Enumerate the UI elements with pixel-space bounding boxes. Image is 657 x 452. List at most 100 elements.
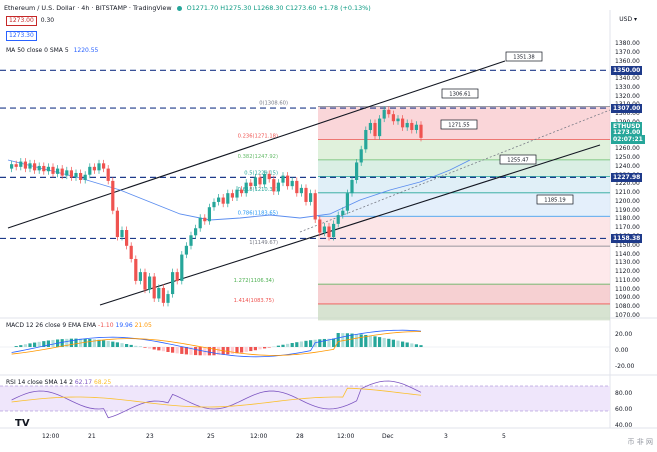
macd-histogram-bar bbox=[230, 347, 234, 354]
time-axis-label: 3 bbox=[444, 433, 448, 440]
price-axis-label: 1250.00 bbox=[615, 154, 640, 162]
macd-histogram-bar bbox=[37, 341, 41, 347]
channel-upper-line bbox=[7, 60, 506, 229]
macd-histogram-bar bbox=[373, 336, 377, 347]
price-axis-label: 1120.00 bbox=[615, 268, 640, 276]
macd-histogram-bar bbox=[74, 338, 78, 347]
candle-body bbox=[106, 168, 110, 181]
candle-body bbox=[189, 235, 193, 246]
macd-histogram-bar bbox=[194, 347, 198, 356]
macd-histogram-bar bbox=[309, 340, 313, 347]
sell-button[interactable]: 1273.00 bbox=[6, 16, 37, 26]
macd-histogram-bar bbox=[28, 343, 32, 347]
candle-body bbox=[23, 161, 27, 169]
macd-histogram-bar bbox=[405, 342, 409, 347]
price-axis-label: 1330.00 bbox=[615, 83, 640, 91]
candle-body bbox=[290, 180, 294, 187]
fib-label: 1.272(1106.34) bbox=[234, 278, 274, 284]
fib-label: 0(1308.60) bbox=[259, 101, 288, 107]
candle-body bbox=[10, 164, 14, 169]
candle-body bbox=[69, 170, 73, 178]
price-callout-box bbox=[505, 51, 543, 62]
price-axis-label: 1100.00 bbox=[615, 285, 640, 293]
price-tag: 1350.00 bbox=[611, 66, 643, 76]
candle-body bbox=[180, 254, 184, 281]
macd-histogram-bar bbox=[161, 347, 165, 352]
macd-histogram-bar bbox=[401, 341, 405, 347]
price-callout-label: 1271.55 bbox=[448, 123, 469, 129]
candle-body bbox=[405, 122, 409, 128]
market-status-icon bbox=[176, 5, 182, 11]
rsi-title[interactable]: RSI 14 close SMA 14 2 bbox=[6, 379, 73, 386]
ma-label[interactable]: MA 50 close 0 SMA 5 bbox=[6, 47, 69, 54]
candle-body bbox=[46, 166, 50, 172]
watermark: 币 非 网 bbox=[627, 438, 653, 446]
macd-histogram-bar bbox=[60, 339, 64, 347]
macd-histogram-bar bbox=[281, 344, 285, 347]
candle-body bbox=[295, 180, 299, 194]
fib-zone bbox=[318, 176, 610, 193]
macd-histogram-bar bbox=[249, 347, 253, 352]
macd-histogram-bar bbox=[304, 340, 308, 347]
macd-histogram-bar bbox=[355, 333, 359, 347]
candle-body bbox=[203, 217, 207, 222]
macd-histogram-bar bbox=[180, 347, 184, 354]
time-axis-label: 12:00 bbox=[337, 433, 355, 440]
candle-body bbox=[226, 193, 230, 204]
candle-body bbox=[148, 276, 152, 290]
macd-histogram-bar bbox=[175, 347, 179, 354]
macd-histogram-bar bbox=[42, 341, 46, 347]
tradingview-logo[interactable]: TV bbox=[15, 418, 30, 429]
candle-body bbox=[83, 174, 87, 180]
candle-body bbox=[28, 163, 32, 169]
macd-histogram-bar bbox=[46, 340, 50, 347]
candle-body bbox=[92, 166, 96, 171]
candle-body bbox=[318, 219, 322, 233]
macd-histogram-bar bbox=[258, 347, 262, 350]
macd-histogram-bar bbox=[318, 339, 322, 347]
candle-body bbox=[102, 163, 106, 169]
price-axis-label: 1090.00 bbox=[615, 294, 640, 302]
candle-body bbox=[240, 189, 244, 194]
candle-body bbox=[60, 168, 64, 176]
price-axis-label: 1150.00 bbox=[615, 241, 640, 249]
candle-body bbox=[350, 180, 354, 194]
candle-body bbox=[267, 173, 271, 180]
macd-histogram-bar bbox=[226, 347, 230, 355]
macd-histogram-bar bbox=[83, 338, 87, 347]
macd-histogram-bar bbox=[295, 342, 299, 347]
fib-zone bbox=[318, 303, 610, 321]
candle-body bbox=[37, 165, 41, 171]
buy-button[interactable]: 1273.30 bbox=[6, 31, 37, 41]
symbol-title[interactable]: Ethereum / U.S. Dollar · 4h · BITSTAMP ·… bbox=[4, 4, 172, 12]
candle-body bbox=[65, 170, 69, 176]
candle-body bbox=[120, 230, 124, 238]
macd-histogram-bar bbox=[212, 347, 216, 356]
candle-body bbox=[387, 109, 391, 115]
macd-histogram-bar bbox=[368, 335, 372, 347]
macd-histogram-bar bbox=[396, 340, 400, 347]
macd-histogram-bar bbox=[14, 346, 18, 347]
price-callout-label: 1351.38 bbox=[513, 55, 534, 61]
candle-body bbox=[345, 193, 349, 211]
currency-selector[interactable]: USD ▾ bbox=[619, 16, 637, 23]
candle-body bbox=[51, 166, 55, 174]
rsi-axis-label: 60.00 bbox=[615, 406, 633, 413]
macd-histogram-bar bbox=[299, 341, 303, 347]
macd-title[interactable]: MACD 12 26 close 9 EMA EMA bbox=[6, 322, 97, 329]
candle-body bbox=[286, 175, 290, 187]
candle-body bbox=[299, 187, 303, 194]
candle-body bbox=[143, 272, 147, 290]
macd-histogram-bar bbox=[332, 338, 336, 347]
candle-body bbox=[134, 258, 138, 281]
macd-line bbox=[11, 329, 422, 358]
macd-histogram-bar bbox=[327, 338, 331, 347]
macd-histogram-bar bbox=[106, 340, 110, 347]
price-axis-label: 1170.00 bbox=[615, 224, 640, 232]
macd-histogram-bar bbox=[382, 337, 386, 347]
macd-histogram-bar bbox=[419, 345, 423, 347]
candle-body bbox=[230, 193, 234, 198]
price-callout-box bbox=[440, 119, 478, 130]
